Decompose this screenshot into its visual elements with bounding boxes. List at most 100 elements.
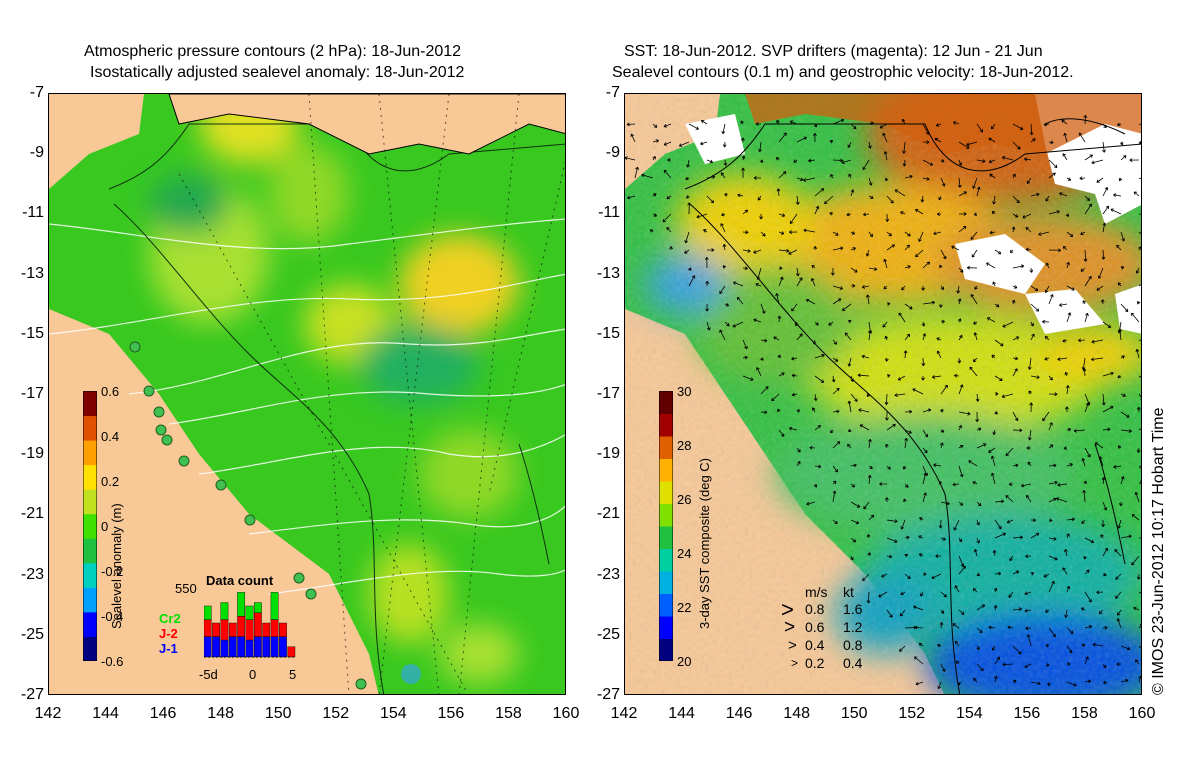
velocity-arrow [901, 118, 906, 125]
velocity-arrow [742, 339, 748, 350]
velocity-arrow [1102, 141, 1106, 153]
velocity-arrow [878, 591, 888, 598]
velocity-arrow [796, 136, 807, 143]
colorbar-tick: 22 [677, 600, 692, 615]
velocity-arrow [1027, 461, 1032, 467]
velocity-arrow [1102, 205, 1110, 215]
velocity-arrow [993, 604, 998, 611]
velocity-arrow [850, 284, 856, 288]
velocity-arrow [832, 490, 837, 503]
velocity-arrow [867, 552, 872, 557]
right-x-tick: 158 [1071, 705, 1098, 722]
velocity-arrow [1025, 494, 1032, 503]
left-x-tick: 142 [34, 705, 62, 722]
land-warm-top [745, 94, 1141, 154]
velocity-arrow [724, 321, 730, 327]
velocity-arrow [954, 373, 960, 378]
velocity-arrow [900, 211, 906, 215]
velocity-arrow [791, 373, 798, 378]
velocity-arrow [1005, 495, 1014, 503]
velocity-arrow [756, 367, 762, 377]
velocity-arrow [994, 410, 998, 415]
left-x-tick: 154 [379, 705, 407, 722]
velocity-arrow [652, 213, 658, 217]
velocity-arrow [934, 138, 942, 143]
velocity-arrow [1008, 591, 1014, 598]
velocity-arrow [685, 176, 690, 181]
velocity-arrow [1135, 267, 1140, 274]
velocity-arrow [958, 191, 967, 197]
velocity-arrow [832, 231, 839, 236]
velocity-arrow [931, 573, 942, 579]
velocity-arrow [976, 572, 981, 577]
velocity-arrow [814, 188, 825, 197]
velocity-arrow [1119, 501, 1123, 507]
velocity-arrow [796, 333, 803, 341]
velocity-arrow [1065, 385, 1070, 395]
velocity-arrow [652, 193, 657, 197]
velocity-arrow [627, 195, 636, 200]
velocity-arrow [1084, 203, 1092, 215]
velocity-arrow [904, 333, 911, 341]
velocity-arrow [958, 565, 966, 575]
velocity-arrow [737, 193, 744, 198]
velocity-arrow [666, 195, 672, 200]
velocity-arrow [1079, 176, 1086, 181]
velocity-arrow [868, 514, 875, 521]
velocity-arrow [994, 519, 1002, 530]
velocity-arrow [813, 246, 818, 251]
velocity-arrow [1011, 299, 1016, 305]
sst-colorbar-label: 3-day SST composite (deg C) [697, 458, 712, 629]
velocity-arrow [1048, 140, 1054, 145]
velocity-arrow [1027, 357, 1032, 370]
velocity-arrow [956, 285, 961, 294]
right-x-tick: 144 [668, 705, 695, 722]
velocity-arrow [1138, 465, 1141, 469]
velocity-arrow [958, 384, 964, 395]
velocity-arrow [1055, 497, 1068, 503]
velocity-arrow [1115, 573, 1122, 580]
velocity-arrow [722, 141, 727, 148]
data-count-bar [270, 636, 279, 658]
velocity-arrow [1120, 429, 1132, 433]
velocity-arrow [776, 119, 780, 125]
velocity-arrow [886, 423, 896, 431]
velocity-arrow [1048, 580, 1055, 593]
velocity-arrow [992, 550, 997, 557]
colorbar-swatch [659, 413, 673, 437]
velocity-arrow [1045, 609, 1050, 613]
velocity-arrow [966, 141, 978, 147]
colorbar-swatch [83, 513, 97, 539]
velocity-arrow [813, 133, 817, 143]
velocity-arrow [1048, 444, 1054, 449]
velocity-arrow [755, 283, 762, 287]
data-count-max: 550 [175, 581, 197, 596]
data-count-bar [287, 646, 296, 658]
velocity-arrow [1020, 483, 1032, 488]
velocity-arrow [933, 463, 942, 467]
velocity-arrow [850, 519, 860, 525]
velocity-arrow [847, 357, 852, 367]
data-count-bar [279, 636, 287, 658]
velocity-arrow [976, 604, 986, 611]
left-y-tick: -13 [20, 264, 44, 282]
velocity-arrow [884, 335, 889, 341]
velocity-arrow [663, 141, 672, 146]
velocity-arrow [721, 123, 726, 135]
velocity-arrow [1119, 141, 1124, 146]
velocity-arrow [847, 400, 852, 413]
velocity-arrow [1083, 249, 1088, 262]
velocity-arrow [1066, 261, 1070, 269]
velocity-arrow [1012, 570, 1020, 575]
velocity-arrow [1102, 572, 1107, 577]
velocity-arrow [994, 532, 1006, 539]
velocity-arrow [1138, 213, 1141, 215]
velocity-arrow [951, 245, 960, 251]
right-y-tick: -11 [598, 204, 620, 222]
velocity-arrow [940, 285, 945, 290]
velocity-arrow [1026, 446, 1032, 450]
velocity-arrow [847, 141, 852, 148]
velocity-arrow [1084, 402, 1090, 413]
left-y-tick: -15 [20, 324, 44, 342]
velocity-arrow [1062, 338, 1068, 343]
